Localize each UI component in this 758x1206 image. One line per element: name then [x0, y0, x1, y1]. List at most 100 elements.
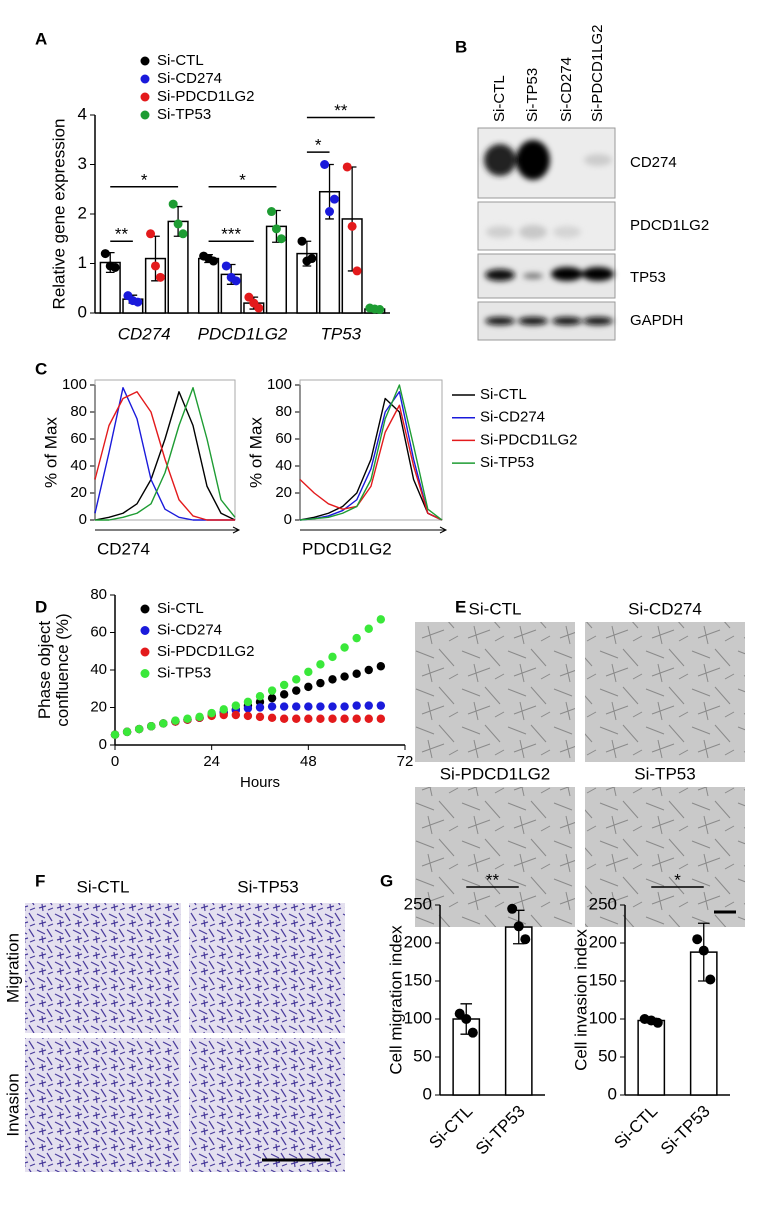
y-tick-label: 0	[423, 1084, 432, 1103]
data-point	[219, 705, 228, 714]
y-tick-label: 20	[70, 484, 87, 501]
x-axis-arrow	[300, 526, 448, 534]
data-point	[243, 697, 253, 707]
y-tick-label: 80	[275, 403, 292, 420]
micrograph	[585, 622, 745, 762]
y-tick-label: 2	[78, 203, 87, 222]
legend-swatch	[140, 74, 150, 84]
y-tick-label: 40	[275, 457, 292, 474]
row-label: Invasion	[3, 1073, 22, 1136]
image-label: Si-PDCD1LG2	[440, 764, 551, 783]
data-point	[150, 261, 160, 271]
data-point	[244, 292, 254, 302]
x-tick-label: Si-CTL	[425, 1102, 476, 1153]
image-label: Si-CD274	[628, 599, 702, 618]
data-point	[134, 724, 144, 734]
legend-swatch	[140, 626, 150, 635]
y-tick-label: 60	[70, 430, 87, 447]
y-tick-label: 40	[70, 457, 87, 474]
legend-label: Si-CD274	[480, 409, 545, 426]
data-point	[279, 690, 289, 699]
legend-label: Si-PDCD1LG2	[480, 431, 578, 448]
y-tick-label: 80	[90, 586, 107, 603]
significance-label: **	[486, 870, 500, 889]
data-point	[292, 675, 301, 684]
legend-swatch	[140, 92, 150, 102]
plot-frame	[94, 379, 236, 521]
data-point	[110, 262, 120, 272]
data-point	[325, 207, 335, 217]
data-point	[513, 921, 524, 932]
stain-image	[25, 903, 181, 1033]
data-point	[347, 221, 357, 231]
x-tick-label: Si-CTL	[610, 1102, 661, 1153]
legend-swatch	[140, 56, 150, 66]
data-point	[376, 662, 386, 671]
data-point	[243, 711, 253, 721]
histogram-line	[299, 391, 443, 521]
y-tick-label: 4	[78, 104, 87, 123]
x-axis-arrow	[95, 526, 241, 534]
legend-swatch	[140, 110, 150, 120]
bar	[637, 1019, 666, 1096]
data-point	[155, 272, 165, 282]
lane-label: Si-PDCD1LG2	[589, 24, 606, 122]
legend-swatch	[140, 604, 150, 614]
x-tick-label: 0	[111, 753, 119, 770]
legend-label: Si-TP53	[157, 664, 211, 681]
data-point	[328, 702, 337, 711]
histogram-line	[299, 404, 443, 521]
y-tick-label: 100	[62, 376, 87, 393]
protein-label: CD274	[630, 154, 677, 171]
data-point	[520, 934, 531, 945]
data-point	[304, 702, 313, 711]
data-point	[692, 934, 703, 945]
significance-label: *	[674, 870, 681, 889]
histogram-line	[94, 391, 236, 521]
y-axis-title: % of Max	[41, 417, 60, 488]
x-tick-label: CD274	[118, 324, 171, 343]
y-axis-title: Cell invasion index	[571, 929, 590, 1071]
data-point	[467, 1027, 478, 1038]
panel-label: D	[35, 597, 47, 616]
y-tick-label: 150	[589, 970, 617, 989]
data-point	[173, 219, 183, 229]
y-tick-label: 250	[404, 894, 432, 913]
histogram-line	[299, 397, 443, 521]
data-point	[271, 224, 281, 234]
y-axis-title: % of Max	[246, 417, 265, 488]
legend-label: Si-CTL	[480, 386, 527, 403]
data-point	[243, 704, 253, 713]
column-label: Si-TP53	[237, 877, 298, 896]
legend-label: Si-PDCD1LG2	[157, 88, 255, 105]
data-point	[267, 693, 277, 703]
data-point	[340, 702, 349, 711]
data-point	[304, 714, 313, 723]
stain-image	[189, 903, 345, 1033]
data-point	[146, 229, 156, 239]
y-tick-label: 150	[404, 970, 432, 989]
data-point	[171, 716, 180, 725]
data-point	[328, 652, 337, 662]
data-point	[329, 194, 339, 204]
data-point	[304, 682, 313, 692]
data-point	[292, 702, 301, 711]
significance-label: **	[334, 101, 348, 120]
y-tick-label: 50	[413, 1046, 432, 1065]
y-tick-label: 200	[589, 932, 617, 951]
image-label: Si-TP53	[634, 764, 695, 783]
y-axis-title: Relative gene expression	[49, 119, 68, 310]
legend-label: Si-TP53	[157, 106, 211, 123]
protein-label: PDCD1LG2	[630, 217, 709, 234]
panel-label: E	[455, 597, 466, 616]
x-tick-label: Si-TP53	[472, 1102, 529, 1159]
data-point	[352, 701, 361, 710]
legend-label: Si-CD274	[157, 621, 222, 638]
data-point	[267, 702, 277, 711]
data-point	[340, 643, 349, 652]
lane-label: Si-TP53	[524, 68, 541, 122]
data-point	[207, 708, 216, 718]
data-point	[375, 305, 385, 315]
bar	[504, 926, 533, 1096]
data-point	[279, 702, 289, 711]
